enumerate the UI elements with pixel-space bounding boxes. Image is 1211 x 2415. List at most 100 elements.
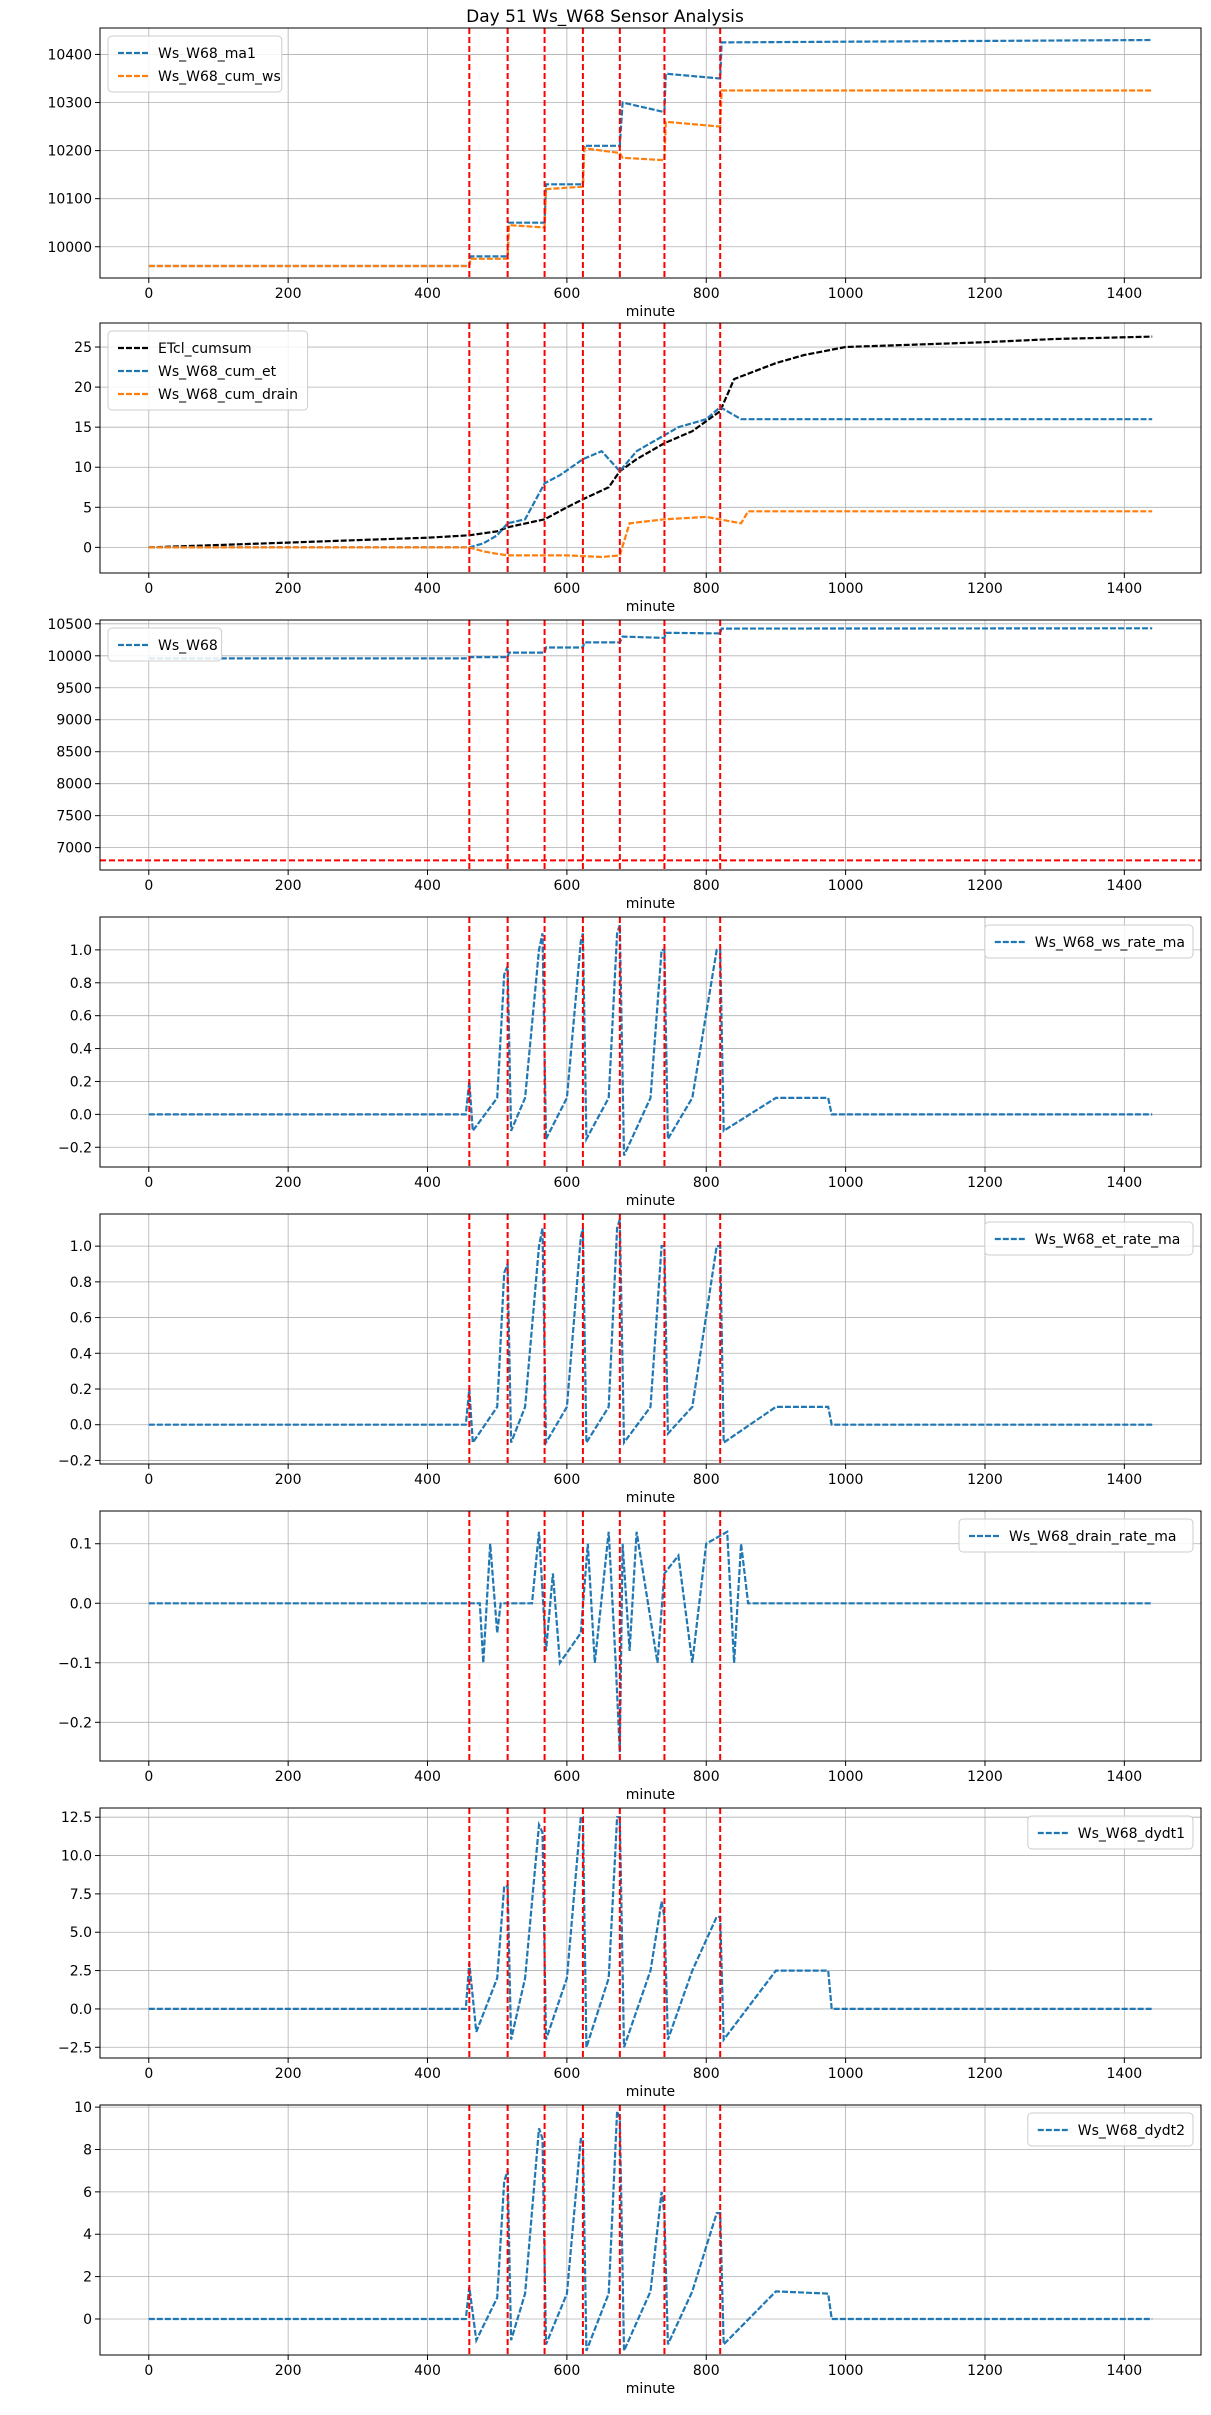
x-tick-label: 1400 xyxy=(1107,581,1143,597)
subplot-panels: 0 200 400 600 800 1000 1200 1400100001010010200… xyxy=(47,27,1202,2397)
x-tick-label: 200 xyxy=(275,2066,302,2082)
legend-label: Ws_W68 xyxy=(158,638,218,654)
y-tick-label: 5.0 xyxy=(70,1925,92,1941)
y-tick-label: 7000 xyxy=(56,841,92,857)
x-tick-label: 0 xyxy=(144,581,153,597)
x-tick-label: 1200 xyxy=(967,1769,1003,1785)
legend-label: Ws_W68_dydt1 xyxy=(1078,1826,1185,1842)
legend-label: Ws_W68_dydt2 xyxy=(1078,2123,1185,2139)
y-tick-label: 0.4 xyxy=(70,1042,92,1058)
y-tick-label: 0.4 xyxy=(70,1346,92,1362)
y-tick-label: 0.2 xyxy=(70,1074,92,1090)
x-tick-label: 0 xyxy=(144,286,153,302)
legend: Ws_W68_ma1 Ws_W68_cum_ws xyxy=(107,35,283,93)
y-tick-label: 7500 xyxy=(56,809,92,825)
y-tick-label: 4 xyxy=(83,2227,92,2243)
legend-box xyxy=(984,924,1194,959)
y-tick-label: 10100 xyxy=(47,192,92,208)
series-line-Ws_W68_drain_rate_ma xyxy=(148,1529,1153,1753)
y-tick-label: 0.0 xyxy=(70,2002,92,2018)
x-tick-label: 400 xyxy=(414,1769,441,1785)
legend-label: Ws_W68_cum_et xyxy=(158,364,277,380)
x-tick-label: 400 xyxy=(414,286,441,302)
figure-title: Day 51 Ws_W68 Sensor Analysis xyxy=(466,7,744,27)
x-tick-label: 1200 xyxy=(967,286,1003,302)
x-axis-label: minute xyxy=(626,1490,675,1506)
y-tick-label: 0 xyxy=(83,2312,92,2328)
plot-area xyxy=(148,1511,1153,1761)
legend-label: Ws_W68_ma1 xyxy=(158,46,256,62)
y-tick-label: 10400 xyxy=(47,47,92,63)
legend: Ws_W68_drain_rate_ma xyxy=(958,1518,1194,1553)
y-tick-label: 0.6 xyxy=(70,1009,92,1025)
y-tick-label: −0.2 xyxy=(58,1453,92,1469)
x-tick-label: 1400 xyxy=(1107,2363,1143,2379)
x-tick-label: 0 xyxy=(144,2066,153,2082)
x-tick-label: 800 xyxy=(693,2066,720,2082)
legend: Ws_W68 xyxy=(107,627,223,662)
legend: ETcl_cumsum Ws_W68_cum_et Ws_W68_cum_drain xyxy=(107,330,309,411)
axes-frame xyxy=(99,2104,1202,2356)
y-tick-label: 1.0 xyxy=(70,943,92,959)
legend-box xyxy=(1027,2112,1194,2147)
x-tick-label: 1200 xyxy=(967,2363,1003,2379)
x-tick-label: 200 xyxy=(275,286,302,302)
x-tick-label: 1400 xyxy=(1107,878,1143,894)
x-axis-label: minute xyxy=(626,896,675,912)
x-tick-label: 800 xyxy=(693,1175,720,1191)
x-tick-label: 0 xyxy=(144,1175,153,1191)
x-tick-label: 1200 xyxy=(967,581,1003,597)
axes-frame xyxy=(99,322,1202,574)
x-tick-label: 200 xyxy=(275,1175,302,1191)
y-tick-label: −0.2 xyxy=(58,1140,92,1156)
x-tick-label: 600 xyxy=(554,2363,581,2379)
y-tick-label: 0.6 xyxy=(70,1311,92,1327)
x-tick-label: 200 xyxy=(275,2363,302,2379)
subplot-5: 0 200 400 600 800 1000 1200 1400 −0.2 0.0 0.2 0.4 0.… xyxy=(58,1213,1202,1506)
legend-label: Ws_W68_cum_drain xyxy=(158,387,298,403)
x-tick-label: 600 xyxy=(554,2066,581,2082)
legend-label: Ws_W68_cum_ws xyxy=(158,69,281,85)
y-tick-label: 10500 xyxy=(47,617,92,633)
x-axis-label: minute xyxy=(626,2381,675,2397)
x-tick-label: 200 xyxy=(275,1472,302,1488)
x-tick-label: 1200 xyxy=(967,1472,1003,1488)
legend-box xyxy=(107,35,283,93)
legend-label: ETcl_cumsum xyxy=(158,341,252,357)
x-axis-label: minute xyxy=(626,304,675,320)
subplot-1: 0 200 400 600 800 1000 1200 1400 10000 10100 10200… xyxy=(47,27,1202,320)
x-tick-label: 1200 xyxy=(967,1175,1003,1191)
x-tick-label: 200 xyxy=(275,878,302,894)
legend: Ws_W68_dydt2 xyxy=(1027,2112,1194,2147)
x-tick-label: 0 xyxy=(144,1769,153,1785)
plot-area xyxy=(100,620,1201,870)
y-tick-label: 0.8 xyxy=(70,976,92,992)
y-tick-label: 10.0 xyxy=(61,1849,92,1865)
y-tick-label: 25 xyxy=(74,340,92,356)
y-tick-label: 0.0 xyxy=(70,1596,92,1612)
plot-area xyxy=(148,28,1153,278)
y-tick-label: 10300 xyxy=(47,96,92,112)
x-tick-label: 400 xyxy=(414,1175,441,1191)
x-tick-label: 1400 xyxy=(1107,1769,1143,1785)
x-tick-label: 600 xyxy=(554,1175,581,1191)
subplot-8: 0 200 400 600 800 1000 1200 1400 0 2 4 6 8 10 minute Ws… xyxy=(74,2100,1202,2397)
legend: Ws_W68_et_rate_ma xyxy=(984,1221,1194,1256)
legend-label: Ws_W68_drain_rate_ma xyxy=(1009,1529,1176,1545)
y-tick-label: 2.5 xyxy=(70,1964,92,1980)
x-tick-label: 1000 xyxy=(828,1175,864,1191)
x-tick-label: 0 xyxy=(144,878,153,894)
x-tick-label: 1400 xyxy=(1107,1175,1143,1191)
x-tick-label: 400 xyxy=(414,2363,441,2379)
y-tick-label: 9500 xyxy=(56,681,92,697)
axes-frame xyxy=(99,1510,1202,1762)
x-tick-label: 400 xyxy=(414,878,441,894)
x-tick-label: 800 xyxy=(693,581,720,597)
axes-frame xyxy=(99,916,1202,1168)
subplot-7: 0 200 400 600 800 1000 1200 1400 −2.5 0.0 2.5 5.0 7.… xyxy=(58,1807,1202,2100)
x-tick-label: 800 xyxy=(693,1472,720,1488)
y-tick-label: 8000 xyxy=(56,777,92,793)
series-line-Ws_W68_cum_drain xyxy=(148,510,1153,559)
y-tick-label: 10 xyxy=(74,460,92,476)
